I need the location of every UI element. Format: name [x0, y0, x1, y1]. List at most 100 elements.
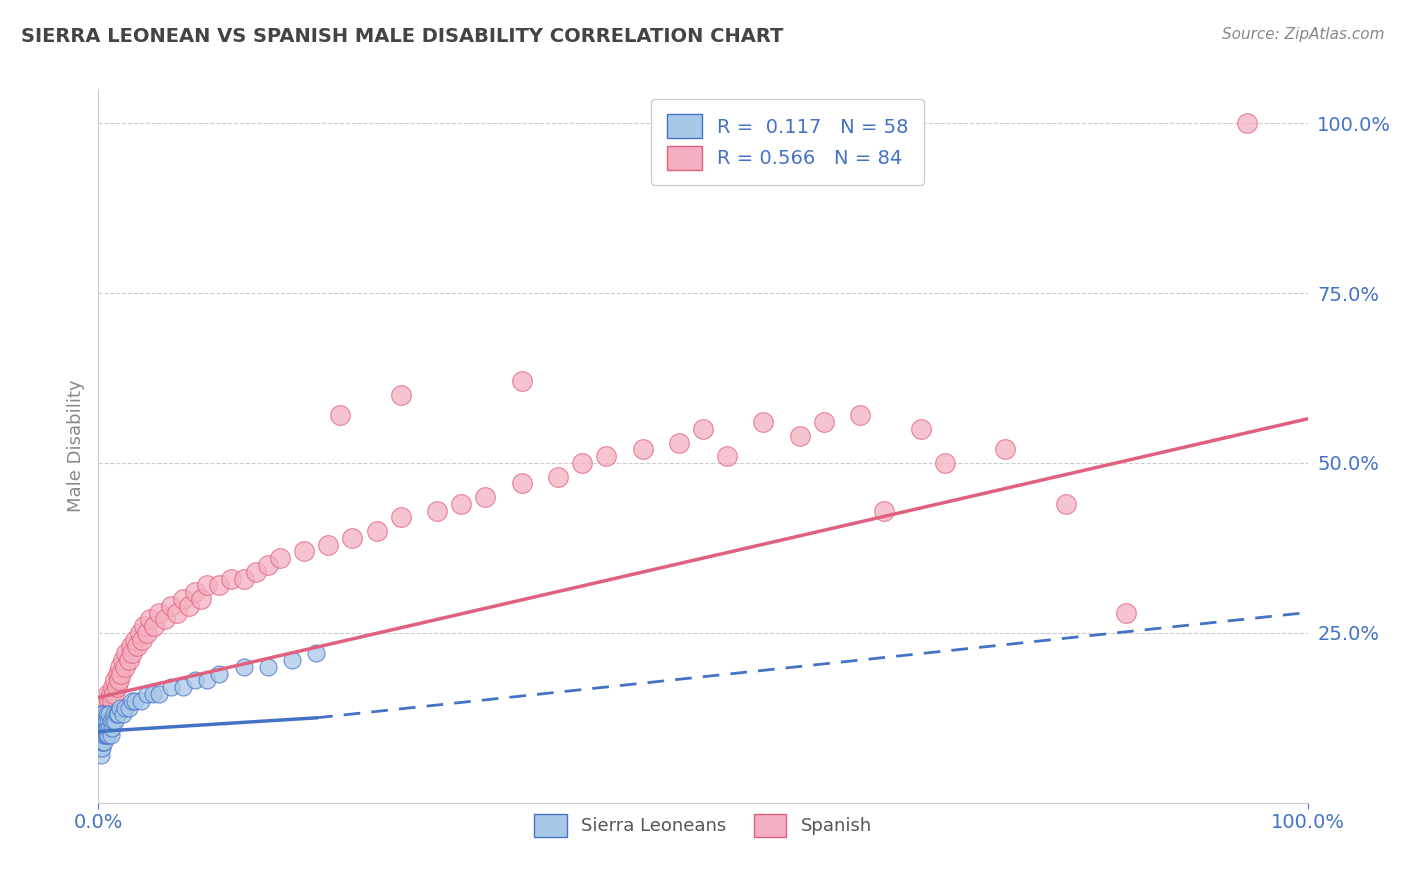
Y-axis label: Male Disability: Male Disability: [66, 380, 84, 512]
Point: [510, 375, 533, 389]
Point: [426, 503, 449, 517]
Point: [98, 707, 121, 722]
Point: [100, 694, 122, 708]
Point: [100, 687, 122, 701]
Point: [90, 728, 112, 742]
Point: [221, 572, 243, 586]
Point: [910, 422, 932, 436]
Point: [89, 714, 111, 729]
Point: [342, 531, 364, 545]
Point: [134, 619, 156, 633]
Point: [127, 640, 149, 654]
Point: [118, 700, 141, 714]
Point: [571, 456, 593, 470]
Point: [179, 599, 201, 613]
Point: [108, 673, 131, 688]
Point: [292, 544, 315, 558]
Point: [91, 734, 114, 748]
Point: [91, 714, 114, 729]
Point: [110, 666, 132, 681]
Point: [135, 626, 157, 640]
Point: [389, 388, 412, 402]
Point: [195, 578, 218, 592]
Point: [114, 700, 136, 714]
Point: [104, 673, 127, 688]
Point: [129, 694, 152, 708]
Point: [124, 694, 146, 708]
Point: [100, 721, 122, 735]
Point: [994, 442, 1017, 457]
Point: [232, 660, 254, 674]
Point: [184, 585, 207, 599]
Point: [90, 748, 112, 763]
Point: [245, 565, 267, 579]
Point: [94, 728, 117, 742]
Point: [195, 673, 218, 688]
Point: [256, 558, 278, 572]
Point: [89, 728, 111, 742]
Point: [172, 591, 194, 606]
Point: [100, 714, 122, 729]
Point: [166, 606, 188, 620]
Point: [208, 666, 231, 681]
Point: [91, 741, 114, 756]
Point: [135, 687, 157, 701]
Point: [93, 728, 115, 742]
Point: [1236, 116, 1258, 130]
Point: [94, 714, 117, 729]
Point: [91, 721, 114, 735]
Point: [184, 673, 207, 688]
Point: [121, 694, 143, 708]
Point: [105, 707, 128, 722]
Point: [142, 687, 165, 701]
Point: [752, 415, 775, 429]
Point: [208, 578, 231, 592]
Point: [316, 537, 339, 551]
Point: [139, 612, 162, 626]
Point: [97, 714, 120, 729]
Point: [90, 734, 112, 748]
Point: [97, 728, 120, 742]
Point: [256, 660, 278, 674]
Point: [97, 707, 120, 722]
Point: [96, 707, 118, 722]
Point: [103, 687, 125, 701]
Point: [114, 660, 136, 674]
Point: [115, 646, 138, 660]
Point: [94, 707, 117, 722]
Point: [305, 646, 328, 660]
Point: [91, 728, 114, 742]
Point: [90, 707, 112, 722]
Point: [94, 721, 117, 735]
Point: [124, 632, 146, 647]
Point: [103, 707, 125, 722]
Point: [94, 694, 117, 708]
Point: [160, 599, 183, 613]
Point: [190, 591, 212, 606]
Point: [101, 714, 124, 729]
Point: [93, 734, 115, 748]
Point: [91, 714, 114, 729]
Point: [97, 687, 120, 701]
Point: [91, 734, 114, 748]
Point: [281, 653, 304, 667]
Point: [96, 700, 118, 714]
Point: [91, 721, 114, 735]
Point: [631, 442, 654, 457]
Point: [668, 435, 690, 450]
Point: [1054, 497, 1077, 511]
Point: [98, 694, 121, 708]
Point: [100, 728, 122, 742]
Point: [148, 606, 170, 620]
Point: [90, 721, 112, 735]
Point: [366, 524, 388, 538]
Point: [111, 707, 134, 722]
Point: [450, 497, 472, 511]
Point: [108, 700, 131, 714]
Point: [160, 680, 183, 694]
Legend: Sierra Leoneans, Spanish: Sierra Leoneans, Spanish: [527, 807, 879, 844]
Point: [121, 646, 143, 660]
Point: [120, 640, 142, 654]
Point: [1115, 606, 1137, 620]
Point: [93, 700, 115, 714]
